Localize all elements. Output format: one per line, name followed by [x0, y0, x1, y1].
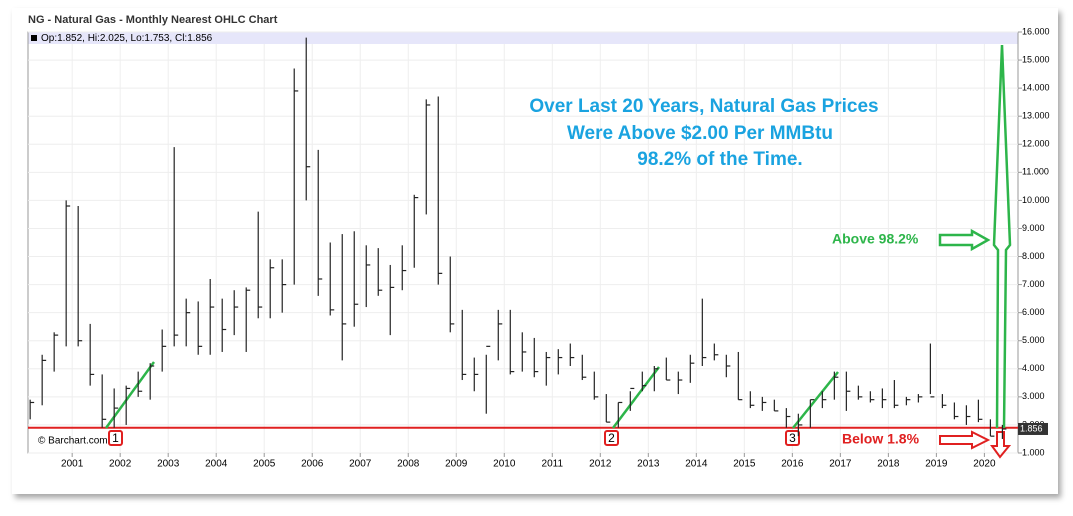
- x-tick-label: 2011: [542, 459, 564, 470]
- y-tick-label: 5.000: [1022, 335, 1045, 345]
- marker-box: [785, 430, 800, 446]
- quote: Op:1.852, Hi:2.025, Lo:1.753, Cl:1.856: [41, 33, 213, 44]
- x-tick-label: 2016: [781, 459, 804, 470]
- chart-title: NG - Natural Gas - Monthly Nearest OHLC …: [28, 14, 278, 26]
- x-tick-label: 2007: [349, 459, 372, 470]
- x-tick-label: 2008: [397, 459, 420, 470]
- credit: © Barchart.com: [38, 436, 108, 447]
- y-tick-label: 16.000: [1022, 26, 1050, 36]
- headline-line: Were Above $2.00 Per MMBtu: [567, 123, 833, 144]
- below-arrow: [939, 430, 991, 450]
- y-tick-label: 4.000: [1022, 363, 1045, 373]
- trend-line: [792, 371, 839, 429]
- markers: 1 2 3: [108, 430, 800, 446]
- x-tick-label: 2014: [685, 459, 708, 470]
- red-arrows: [939, 430, 1012, 459]
- x-tick-label: 2001: [61, 459, 84, 470]
- last-price: 1.856: [1020, 423, 1043, 433]
- x-tick-label: 2004: [205, 459, 228, 470]
- below-label: Below 1.8%: [842, 431, 920, 447]
- y-tick-label: 6.000: [1022, 307, 1045, 317]
- x-tick-label: 2020: [973, 459, 996, 470]
- y-tick-label: 3.000: [1022, 391, 1045, 401]
- card: [12, 8, 1058, 494]
- x-tick-label: 2015: [733, 459, 756, 470]
- x-tick-label: 2002: [109, 459, 132, 470]
- headline-line: Over Last 20 Years, Natural Gas Prices: [529, 96, 878, 117]
- above-arrow: [938, 228, 991, 252]
- marker-box: [108, 430, 123, 446]
- y-tick-label: 12.000: [1022, 139, 1050, 149]
- x-tick-label: 2006: [301, 459, 324, 470]
- headline-line: 98.2% of the Time.: [637, 149, 802, 170]
- x-tick-label: 2019: [925, 459, 948, 470]
- y-tick-label: 10.000: [1022, 195, 1050, 205]
- y-tick-label: 1.000: [1022, 447, 1045, 457]
- x-tick-label: 2010: [493, 459, 516, 470]
- x-tick-label: 2005: [253, 459, 276, 470]
- marker: 2: [608, 431, 615, 445]
- y-tick-label: 7.000: [1022, 279, 1045, 289]
- trend-line: [612, 366, 660, 429]
- big-arrow: [992, 44, 1012, 429]
- y-tick-label: 11.000: [1022, 167, 1049, 177]
- headline: Over Last 20 Years, Natural Gas Prices W…: [529, 96, 878, 170]
- y-tick-label: 15.000: [1022, 54, 1050, 64]
- x-tick-label: 2017: [829, 459, 852, 470]
- above-label: Above 98.2%: [832, 231, 919, 247]
- y-tick-label: 9.000: [1022, 223, 1045, 233]
- y-tick-label: 8.000: [1022, 251, 1045, 261]
- down-arrow: [990, 431, 1012, 459]
- quote-icon: [31, 35, 37, 41]
- last-price-box: [1018, 422, 1048, 435]
- marker: 1: [112, 431, 119, 445]
- x-tick-label: 2012: [589, 459, 612, 470]
- x-tick-label: 2009: [445, 459, 468, 470]
- y-tick-label: 13.000: [1022, 111, 1050, 121]
- y-tick-label: 14.000: [1022, 83, 1050, 93]
- marker: 3: [789, 431, 796, 445]
- x-tick-label: 2018: [877, 459, 900, 470]
- x-tick-label: 2003: [157, 459, 180, 470]
- x-tick-label: 2013: [637, 459, 660, 470]
- marker-box: [604, 430, 619, 446]
- quote-strip: [28, 32, 1018, 44]
